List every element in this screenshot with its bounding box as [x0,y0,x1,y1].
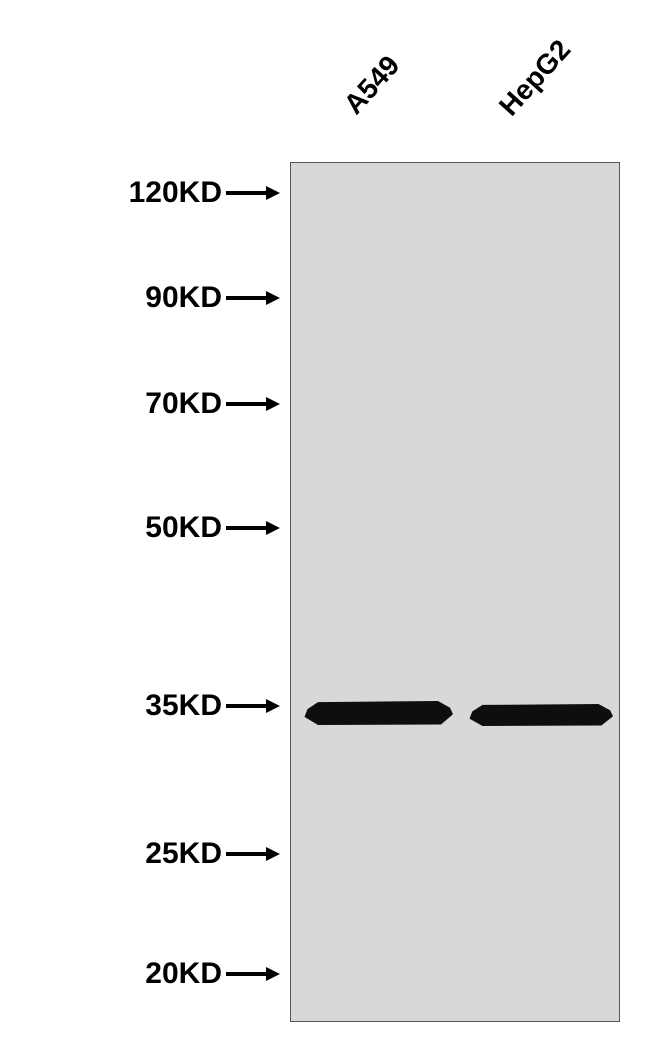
ladder-marker: 20KD [145,957,280,991]
western-blot-figure: 120KD 90KD 70KD 50KD 35KD 25KD 20KD A549 HepG2 [0,0,650,1061]
ladder-marker: 90KD [145,281,280,315]
ladder-marker-text: 90KD [145,281,222,315]
ladder-marker: 35KD [145,689,280,723]
arrow-right-icon [226,394,280,414]
ladder-marker-text: 20KD [145,957,222,991]
arrow-right-icon [226,964,280,984]
arrow-right-icon [226,844,280,864]
lane-label: A549 [338,49,407,120]
arrow-right-icon [226,183,280,203]
blot-band [303,700,453,726]
ladder-marker-text: 25KD [145,837,222,871]
blot-panel [290,162,620,1022]
ladder-marker: 25KD [145,837,280,871]
blot-band [468,703,613,727]
lane-label: HepG2 [493,34,577,122]
ladder-marker-text: 70KD [145,387,222,421]
arrow-right-icon [226,518,280,538]
ladder-marker-text: 35KD [145,689,222,723]
arrow-right-icon [226,696,280,716]
arrow-right-icon [226,288,280,308]
ladder-marker-text: 120KD [129,176,222,210]
ladder-marker-text: 50KD [145,511,222,545]
ladder-marker: 70KD [145,387,280,421]
ladder-marker: 50KD [145,511,280,545]
ladder-marker: 120KD [129,176,280,210]
